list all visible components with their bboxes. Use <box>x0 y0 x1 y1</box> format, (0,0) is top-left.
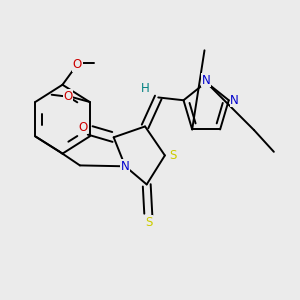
Text: S: S <box>169 149 177 162</box>
Text: N: N <box>121 160 130 173</box>
Text: S: S <box>145 216 153 229</box>
Text: N: N <box>230 94 239 107</box>
Text: N: N <box>202 74 211 87</box>
Text: O: O <box>64 90 73 103</box>
Text: H: H <box>141 82 149 95</box>
Text: O: O <box>78 121 88 134</box>
Text: O: O <box>73 58 82 71</box>
